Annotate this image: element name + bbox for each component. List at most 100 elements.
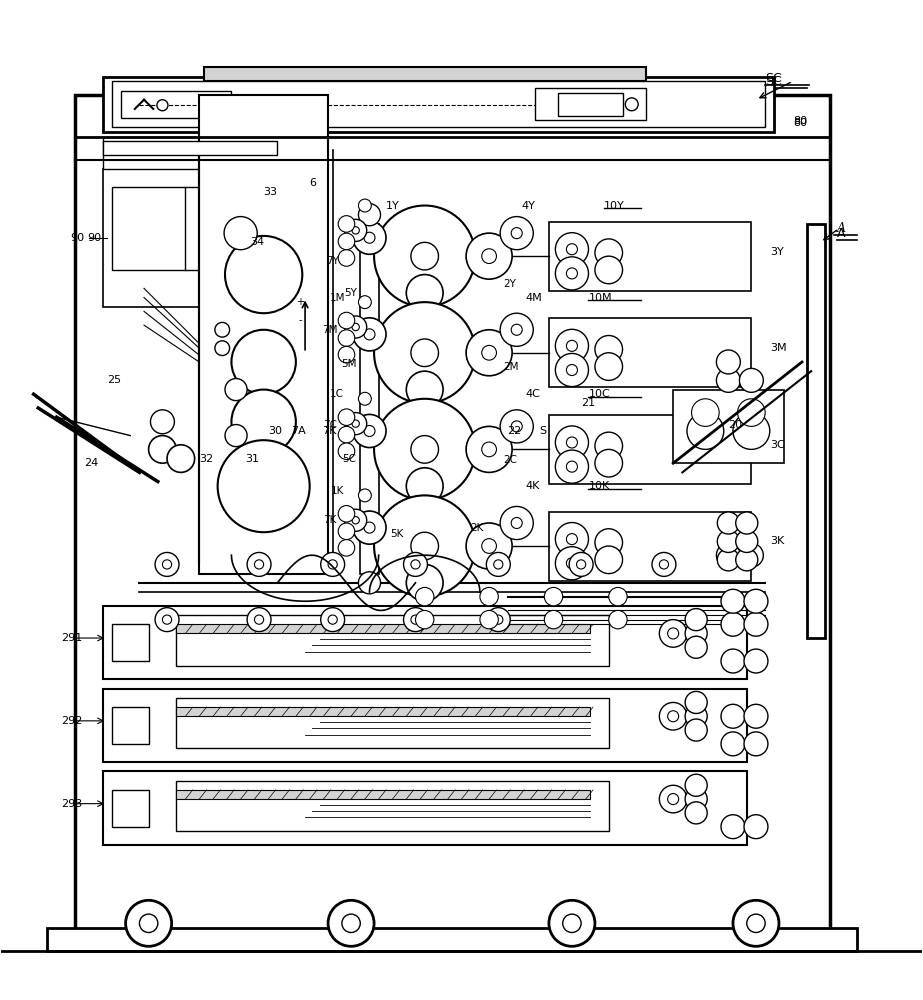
Circle shape [358,296,371,309]
Circle shape [255,560,264,569]
Circle shape [344,219,366,241]
Text: 22: 22 [508,426,521,436]
Circle shape [480,610,498,629]
Circle shape [736,549,758,571]
Circle shape [659,702,687,730]
Circle shape [218,440,309,532]
Bar [102,137,278,169]
Circle shape [364,425,375,437]
Bar [176,615,609,666]
Text: 7Y: 7Y [326,256,339,266]
Text: 3C: 3C [770,440,785,450]
Text: S: S [540,426,546,436]
Circle shape [482,539,497,553]
Text: 4C: 4C [526,389,541,399]
Circle shape [685,636,707,658]
Circle shape [320,608,344,632]
Text: 90: 90 [70,233,84,243]
Text: 7K: 7K [323,515,337,525]
Text: 292: 292 [61,716,82,726]
Circle shape [721,732,745,756]
Circle shape [595,529,622,556]
Bar [176,781,609,831]
Bar [102,169,278,307]
Circle shape [466,523,512,569]
Bar [176,698,609,748]
Circle shape [466,233,512,279]
Circle shape [567,534,578,545]
Circle shape [338,312,354,329]
Text: 21: 21 [581,398,595,408]
Text: 80: 80 [793,118,807,128]
Circle shape [215,341,230,356]
Circle shape [494,615,503,624]
Circle shape [500,217,533,250]
Text: 2C: 2C [503,455,517,465]
Circle shape [563,914,581,933]
Circle shape [344,413,366,435]
Circle shape [411,339,438,367]
Circle shape [358,489,371,502]
Circle shape [609,610,627,629]
Circle shape [466,330,512,376]
Circle shape [569,552,593,576]
Circle shape [406,371,443,408]
Circle shape [344,509,366,531]
Bar [360,224,378,574]
Circle shape [338,330,354,346]
Circle shape [364,329,375,340]
Circle shape [595,432,622,460]
Bar [176,624,591,633]
Text: 2K: 2K [471,523,484,533]
Circle shape [567,340,578,351]
Circle shape [744,612,768,636]
Text: 10K: 10K [589,481,610,491]
Circle shape [511,324,522,335]
Circle shape [556,450,589,483]
Circle shape [338,346,354,363]
Text: 80: 80 [793,116,807,126]
Circle shape [595,546,622,574]
Circle shape [609,587,627,606]
Text: 293: 293 [61,799,82,809]
Text: 10C: 10C [589,389,610,399]
Circle shape [744,732,768,756]
Text: 90: 90 [87,233,102,243]
Circle shape [353,318,386,351]
Circle shape [567,244,578,255]
Bar [102,689,747,762]
Circle shape [716,543,740,567]
Circle shape [659,560,668,569]
Bar [112,707,149,744]
Text: 1M: 1M [330,293,345,303]
Circle shape [744,815,768,839]
Circle shape [403,608,427,632]
Text: 3M: 3M [770,343,786,353]
Circle shape [717,512,739,534]
Text: 3K: 3K [770,536,784,546]
Circle shape [139,914,158,933]
Circle shape [155,552,179,576]
Circle shape [577,560,586,569]
Circle shape [328,560,337,569]
Circle shape [567,437,578,448]
Circle shape [353,511,386,544]
Bar [535,88,645,120]
Circle shape [466,426,512,472]
Circle shape [500,506,533,540]
Circle shape [328,615,337,624]
Circle shape [482,345,497,360]
Circle shape [374,302,475,403]
Circle shape [545,587,563,606]
Circle shape [556,426,589,459]
Circle shape [595,256,622,284]
Circle shape [717,549,739,571]
Circle shape [549,900,595,946]
Circle shape [482,442,497,457]
Circle shape [406,275,443,311]
Bar [102,606,747,679]
Circle shape [556,257,589,290]
Circle shape [545,610,563,629]
Circle shape [374,399,475,500]
Circle shape [224,217,258,250]
